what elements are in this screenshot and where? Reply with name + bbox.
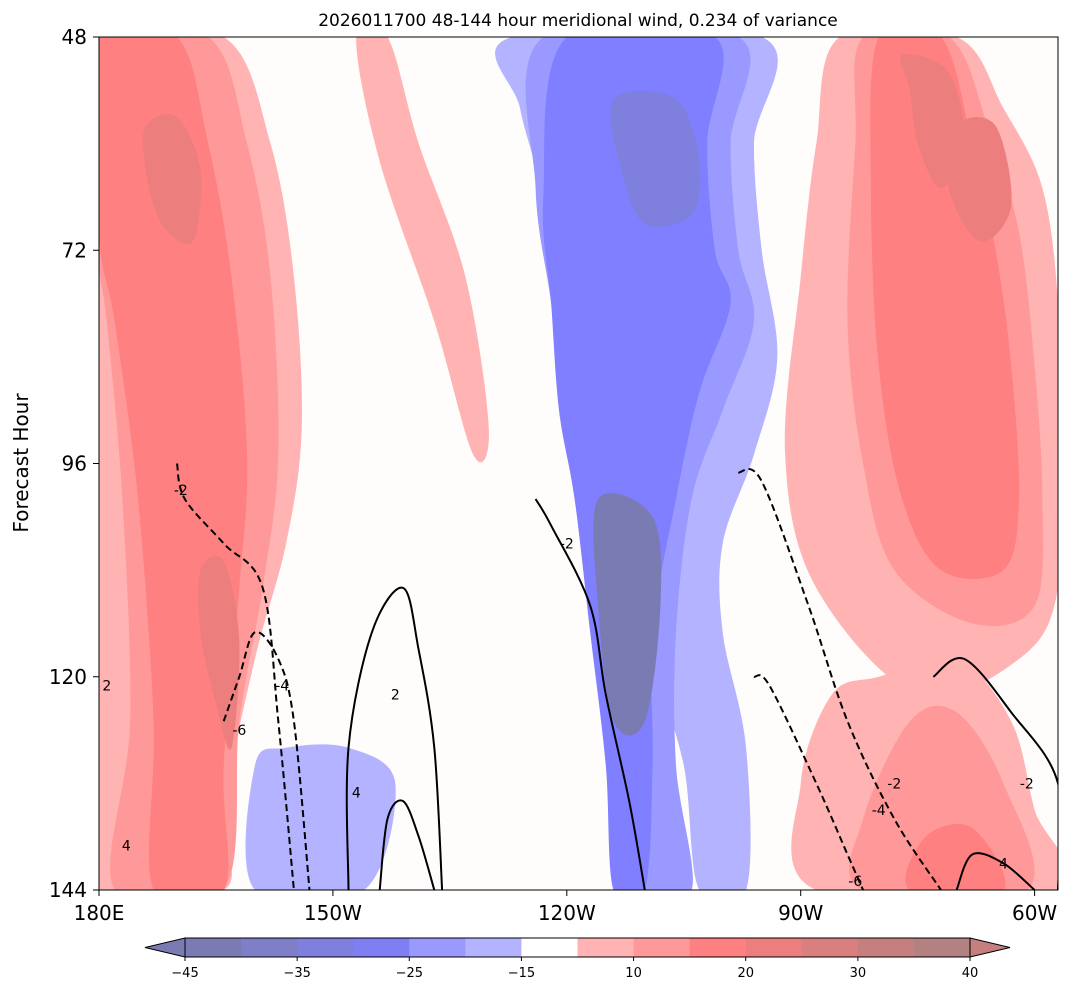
- contour-line--6: [222, 631, 311, 890]
- contour-label: 4: [352, 785, 361, 801]
- colorbar-segment: [689, 938, 747, 957]
- colorbar-tick-label: −15: [508, 966, 535, 981]
- contour-fill--15: [245, 744, 396, 890]
- contour-line--2: [176, 463, 295, 890]
- contour-label: -4: [872, 803, 886, 819]
- colorbar-segment: [241, 938, 298, 957]
- contour-fill-15: [356, 37, 489, 463]
- contour-fill-30: [947, 116, 1012, 242]
- y-axis-label: Forecast Hour: [9, 393, 33, 533]
- contour-line--4: [753, 674, 865, 890]
- contour-label: 2: [391, 688, 400, 704]
- x-axis: 180E 150W 120W 90W 60W: [74, 890, 1057, 925]
- colorbar-segment: [409, 938, 466, 957]
- contour-label: -2: [174, 483, 188, 499]
- contour-line-2: [345, 586, 444, 890]
- contour-label: 4: [999, 856, 1008, 872]
- colorbar-segment: [185, 938, 242, 957]
- y-axis: 48 72 96 120 144: [49, 25, 99, 902]
- x-tick-label: 180E: [74, 901, 125, 925]
- x-tick-label: 60W: [1012, 901, 1057, 925]
- x-tick-label: 120W: [538, 901, 596, 925]
- contour-fill-30: [197, 555, 240, 750]
- y-tick-label: 96: [62, 452, 87, 476]
- colorbar-tick-label: −25: [396, 966, 423, 981]
- colorbar-segment: [857, 938, 915, 957]
- y-tick-label: 48: [62, 25, 87, 49]
- colorbar-segment: [633, 938, 691, 957]
- x-tick-label: 90W: [778, 901, 823, 925]
- colorbar-tick-label: 10: [625, 966, 642, 981]
- colorbar-tick-label: −45: [171, 966, 198, 981]
- colorbar-tick-label: 40: [962, 966, 979, 981]
- colorbar-segment: [353, 938, 410, 957]
- colorbar-segment: [801, 938, 859, 957]
- contour-fill--25: [542, 37, 731, 890]
- colorbar-segment: [297, 938, 354, 957]
- colorbar-frame: [184, 937, 971, 958]
- contour-line-4: [378, 799, 436, 890]
- filled-contours: [99, 37, 1058, 890]
- contour-label: 4: [122, 839, 131, 855]
- contour-fill-20: [849, 705, 1035, 890]
- contour-label: -2: [1020, 776, 1034, 792]
- chart-title: 2026011700 48-144 hour meridional wind, …: [318, 11, 838, 31]
- colorbar-segment: [745, 938, 803, 957]
- contour-label: -6: [232, 723, 246, 739]
- contour-fill-30: [142, 113, 202, 245]
- colorbar-tick-label: −35: [283, 966, 310, 981]
- contour-fill--30: [610, 90, 701, 227]
- contour-line-4: [955, 852, 1036, 890]
- y-tick-label: 120: [49, 665, 87, 689]
- colorbar-segment: [913, 938, 971, 957]
- colorbar-tick-label: 20: [737, 966, 754, 981]
- contour-label: -2: [887, 776, 901, 792]
- colorbar-segment: [465, 938, 522, 957]
- colorbar-segment: [521, 938, 578, 957]
- x-tick-label: 150W: [304, 901, 362, 925]
- contour-lines: [176, 463, 1058, 890]
- colorbar-segment: [577, 938, 635, 957]
- contour-label: -6: [848, 874, 862, 890]
- colorbar: −45 −35 −25 −15 10 20 30 40: [144, 937, 1011, 981]
- contour-line-2: [534, 498, 646, 890]
- contour-fill-25: [870, 37, 1020, 579]
- contour-label: -4: [275, 679, 289, 695]
- contour-line-2: [932, 656, 1058, 890]
- y-tick-label: 72: [62, 238, 87, 262]
- colorbar-tick-label: 30: [850, 966, 867, 981]
- contour-label: -2: [560, 536, 574, 552]
- contour-label: 2: [102, 679, 111, 695]
- contour-fill-25: [905, 823, 1006, 890]
- contour-fill--35: [593, 492, 662, 736]
- y-tick-label: 144: [49, 878, 87, 902]
- contour-line--2: [737, 468, 942, 890]
